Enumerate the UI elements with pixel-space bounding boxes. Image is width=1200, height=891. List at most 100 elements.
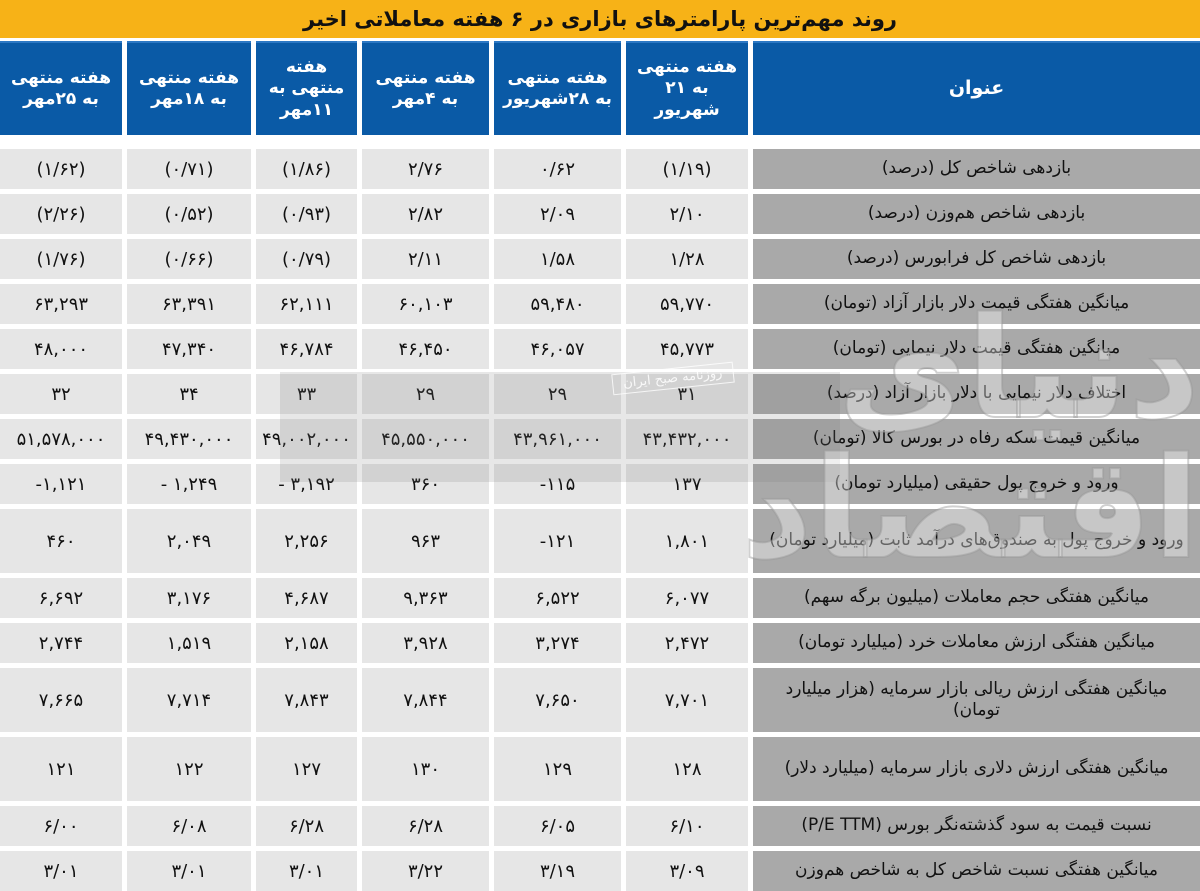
table-cell: ۱۲۸	[626, 737, 748, 801]
table-cell: ۶/۲۸	[256, 806, 357, 846]
table-cell: ۴۵,۷۷۳	[626, 329, 748, 369]
row-label: ورود و خروج پول به صندوق‌های درآمد ثابت …	[753, 509, 1200, 573]
table-cell: ۶۳,۲۹۳	[0, 284, 122, 324]
table-cell: ۲۹	[362, 374, 489, 414]
table-cell: ۳,۲۷۴	[494, 623, 621, 663]
row-label: میانگین هفتگی نسبت شاخص کل به شاخص هم‌وز…	[753, 851, 1200, 891]
table-cell: ۴۶,۰۵۷	[494, 329, 621, 369]
table-cell: ۴۶۰	[0, 509, 122, 573]
table-cell: ۲/۱۱	[362, 239, 489, 279]
table-cell: ۱/۵۸	[494, 239, 621, 279]
table-cell: ۰/۶۲	[494, 149, 621, 189]
table-cell: ۳۴	[127, 374, 251, 414]
table-cell: ۴۸,۰۰۰	[0, 329, 122, 369]
table-cell: -۱,۱۲۱	[0, 464, 122, 504]
table-cell: ۶۳,۳۹۱	[127, 284, 251, 324]
table-cell: ۲,۷۴۴	[0, 623, 122, 663]
table-cell: ۳/۰۱	[127, 851, 251, 891]
table-cell: (۰/۶۶)	[127, 239, 251, 279]
header-week-2: هفته منتهی به ۲۸شهریور	[494, 41, 621, 135]
header-week-1: هفته منتهی به ۲۱ شهریور	[626, 41, 748, 135]
table-cell: ۴۳,۹۶۱,۰۰۰	[494, 419, 621, 459]
table-cell: (۲/۲۶)	[0, 194, 122, 234]
header-title-column: عنوان	[753, 41, 1200, 135]
table-cell: ۹,۳۶۳	[362, 578, 489, 618]
row-label: ورود و خروج پول حقیقی (میلیارد تومان)	[753, 464, 1200, 504]
row-label: میانگین هفتگی ارزش معاملات خرد (میلیارد …	[753, 623, 1200, 663]
table-cell: ۴۹,۴۳۰,۰۰۰	[127, 419, 251, 459]
table-cell: -۱۲۱	[494, 509, 621, 573]
table-cell: ۳,۱۷۶	[127, 578, 251, 618]
header-week-3: هفته منتهی به ۴مهر	[362, 41, 489, 135]
header-week-6: هفته منتهی به ۲۵مهر	[0, 41, 122, 135]
table-cell: ۹۶۳	[362, 509, 489, 573]
table-cell: ۳۳	[256, 374, 357, 414]
table-cell: ۴۳,۴۳۲,۰۰۰	[626, 419, 748, 459]
table-cell: ۱۲۲	[127, 737, 251, 801]
table-cell: ۱,۸۰۱	[626, 509, 748, 573]
table-cell: ۲/۱۰	[626, 194, 748, 234]
table-cell: ۷,۶۶۵	[0, 668, 122, 732]
table-cell: ۴۷,۳۴۰	[127, 329, 251, 369]
table-cell: ۶۲,۱۱۱	[256, 284, 357, 324]
header-spacer	[0, 140, 1200, 144]
table-cell: ۶,۰۷۷	[626, 578, 748, 618]
table-cell: ۵۹,۴۸۰	[494, 284, 621, 324]
table-cell: ۴۹,۰۰۲,۰۰۰	[256, 419, 357, 459]
table-cell: ۶/۰۵	[494, 806, 621, 846]
table-cell: (۱/۸۶)	[256, 149, 357, 189]
table-cell: ۲۹	[494, 374, 621, 414]
table-cell: - ۳,۱۹۲	[256, 464, 357, 504]
table-cell: ۱۳۷	[626, 464, 748, 504]
table-cell: - ۱,۲۴۹	[127, 464, 251, 504]
table-cell: ۱/۲۸	[626, 239, 748, 279]
table-cell: ۳۲	[0, 374, 122, 414]
table-cell: ۲,۱۵۸	[256, 623, 357, 663]
row-label: میانگین هفتگی حجم معاملات (میلیون برگه س…	[753, 578, 1200, 618]
table-cell: ۲,۰۴۹	[127, 509, 251, 573]
table-cell: ۶۰,۱۰۳	[362, 284, 489, 324]
table-cell: ۲/۰۹	[494, 194, 621, 234]
table-cell: (۰/۷۱)	[127, 149, 251, 189]
table-cell: ۶/۱۰	[626, 806, 748, 846]
table-cell: ۳۱	[626, 374, 748, 414]
market-parameters-table: عنوان هفته منتهی به ۲۱ شهریور هفته منتهی…	[0, 41, 1200, 891]
table-cell: ۲,۴۷۲	[626, 623, 748, 663]
table-cell: ۷,۶۵۰	[494, 668, 621, 732]
table-cell: ۶/۰۸	[127, 806, 251, 846]
table-cell: ۳,۹۲۸	[362, 623, 489, 663]
table-cell: ۱,۵۱۹	[127, 623, 251, 663]
table-cell: ۴,۶۸۷	[256, 578, 357, 618]
table-cell: (۰/۹۳)	[256, 194, 357, 234]
table-cell: ۳/۰۹	[626, 851, 748, 891]
table-cell: ۶/۰۰	[0, 806, 122, 846]
table-cell: ۴۵,۵۵۰,۰۰۰	[362, 419, 489, 459]
table-cell: (۱/۶۲)	[0, 149, 122, 189]
table-cell: ۲/۸۲	[362, 194, 489, 234]
table-title: روند مهم‌ترین پارامترهای بازاری در ۶ هفت…	[0, 0, 1200, 38]
row-label: بازدهی شاخص کل فرابورس (درصد)	[753, 239, 1200, 279]
table-cell: (۰/۵۲)	[127, 194, 251, 234]
table-cell: ۴۶,۴۵۰	[362, 329, 489, 369]
table-cell: ۷,۷۱۴	[127, 668, 251, 732]
table-cell: ۲/۷۶	[362, 149, 489, 189]
table-cell: (۰/۷۹)	[256, 239, 357, 279]
header-week-5: هفته منتهی به ۱۸مهر	[127, 41, 251, 135]
table-cell: ۳/۰۱	[0, 851, 122, 891]
table-cell: ۱۳۰	[362, 737, 489, 801]
table-cell: ۶/۲۸	[362, 806, 489, 846]
table-cell: ۴۶,۷۸۴	[256, 329, 357, 369]
row-label: بازدهی شاخص هم‌وزن (درصد)	[753, 194, 1200, 234]
row-label: اختلاف دلار نیمایی با دلار بازار آزاد (د…	[753, 374, 1200, 414]
table-cell: ۱۲۱	[0, 737, 122, 801]
table-cell: ۳/۱۹	[494, 851, 621, 891]
row-label: میانگین هفتگی قیمت دلار بازار آزاد (توما…	[753, 284, 1200, 324]
table-cell: ۱۲۹	[494, 737, 621, 801]
row-label: نسبت قیمت به سود گذشته‌نگر بورس (P/E TTM…	[753, 806, 1200, 846]
table-cell: ۷,۸۴۳	[256, 668, 357, 732]
table-cell: ۷,۸۴۴	[362, 668, 489, 732]
table-cell: ۳/۲۲	[362, 851, 489, 891]
table-cell: -۱۱۵	[494, 464, 621, 504]
row-label: میانگین قیمت سکه رفاه در بورس کالا (توما…	[753, 419, 1200, 459]
row-label: بازدهی شاخص کل (درصد)	[753, 149, 1200, 189]
